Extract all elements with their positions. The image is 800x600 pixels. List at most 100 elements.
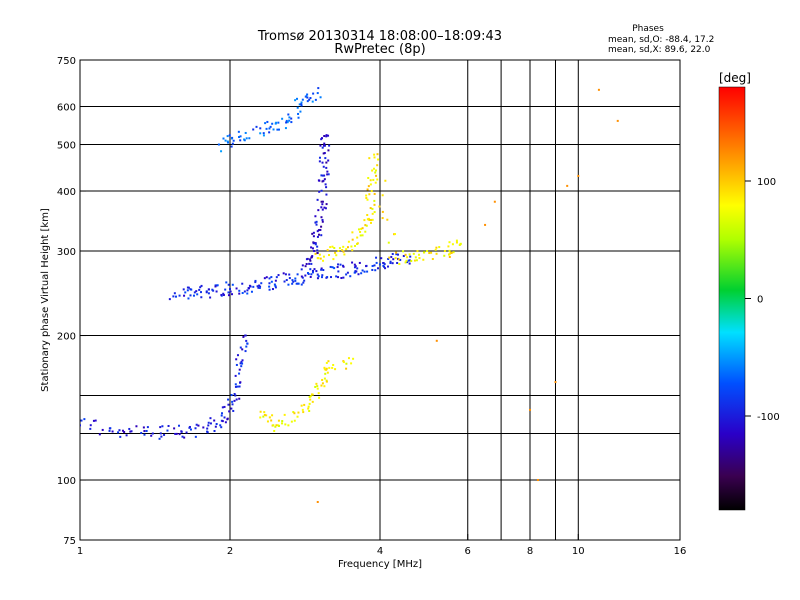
data-point xyxy=(224,139,227,142)
x-axis-label: Frequency [MHz] xyxy=(338,559,422,570)
data-point xyxy=(373,199,376,202)
data-point xyxy=(347,357,350,360)
data-point xyxy=(194,427,197,430)
data-point xyxy=(320,137,323,140)
data-point xyxy=(238,368,241,371)
data-point xyxy=(577,174,580,177)
data-point xyxy=(326,276,329,279)
data-point xyxy=(80,424,81,427)
data-point xyxy=(333,246,336,249)
data-point xyxy=(381,194,384,197)
data-point xyxy=(311,100,314,103)
data-point xyxy=(390,255,393,258)
data-point xyxy=(448,253,451,256)
data-point xyxy=(412,252,415,255)
data-point xyxy=(205,291,208,294)
data-point xyxy=(484,223,487,226)
data-point xyxy=(308,262,311,265)
data-point xyxy=(224,421,227,424)
data-point xyxy=(108,429,111,432)
data-point xyxy=(376,164,379,167)
data-point xyxy=(217,143,220,146)
data-point xyxy=(435,246,438,249)
data-point xyxy=(328,366,331,369)
data-point xyxy=(287,283,290,286)
data-point xyxy=(268,416,271,419)
data-point xyxy=(199,286,202,289)
data-point xyxy=(236,354,239,357)
data-point xyxy=(230,145,233,148)
colorbar xyxy=(718,86,746,511)
data-point xyxy=(387,241,390,244)
data-point xyxy=(319,257,322,260)
data-point xyxy=(371,265,374,268)
data-point xyxy=(318,190,321,193)
data-point xyxy=(316,273,319,276)
data-point xyxy=(493,200,496,203)
data-point xyxy=(370,219,373,222)
data-point xyxy=(214,425,217,428)
data-point xyxy=(365,264,368,267)
data-point xyxy=(248,284,251,287)
data-point xyxy=(193,291,196,294)
data-point xyxy=(238,292,241,295)
data-point xyxy=(337,270,340,273)
data-point xyxy=(418,257,421,260)
data-point xyxy=(214,284,217,287)
x-tick-label: 10 xyxy=(572,546,585,557)
data-point xyxy=(405,259,408,262)
y-axis-label: Stationary phase Virtual Height [km] xyxy=(40,208,51,392)
data-point xyxy=(365,224,368,227)
data-point xyxy=(255,125,258,128)
data-point xyxy=(294,277,297,280)
data-point xyxy=(230,137,233,140)
data-point xyxy=(397,253,400,256)
data-point xyxy=(342,265,345,268)
data-point xyxy=(448,249,451,252)
data-point xyxy=(178,294,181,297)
data-point xyxy=(365,194,368,197)
data-point xyxy=(311,393,314,396)
data-point xyxy=(240,365,243,368)
data-point xyxy=(158,437,161,440)
data-point xyxy=(402,255,405,258)
data-point xyxy=(408,262,411,265)
data-point xyxy=(243,139,246,142)
data-point xyxy=(309,268,312,271)
data-point xyxy=(351,261,354,264)
data-point xyxy=(329,265,332,268)
data-point xyxy=(369,221,372,224)
data-point xyxy=(309,259,312,262)
data-point xyxy=(321,200,324,203)
data-point xyxy=(184,291,187,294)
data-point xyxy=(314,385,317,388)
data-point xyxy=(206,427,209,430)
data-point xyxy=(213,429,216,432)
data-point xyxy=(221,406,224,409)
data-point xyxy=(101,428,104,431)
data-point xyxy=(258,284,261,287)
data-point xyxy=(317,233,320,236)
data-point xyxy=(301,408,304,411)
data-point xyxy=(416,250,419,253)
data-point xyxy=(415,259,418,262)
data-point xyxy=(173,427,176,430)
data-point xyxy=(244,334,247,337)
colorbar-tick-label: -100 xyxy=(757,412,780,423)
data-point xyxy=(316,500,319,503)
data-point xyxy=(300,103,303,106)
data-point xyxy=(219,424,222,427)
data-point xyxy=(364,224,367,227)
data-point xyxy=(262,132,265,135)
data-point xyxy=(322,269,325,272)
data-point xyxy=(197,424,200,427)
data-point xyxy=(324,207,327,210)
data-point xyxy=(323,178,326,181)
data-point xyxy=(367,176,370,179)
data-point xyxy=(353,271,356,274)
data-point xyxy=(248,137,251,140)
data-point xyxy=(323,377,326,380)
data-point xyxy=(259,410,262,413)
data-point xyxy=(325,368,328,371)
